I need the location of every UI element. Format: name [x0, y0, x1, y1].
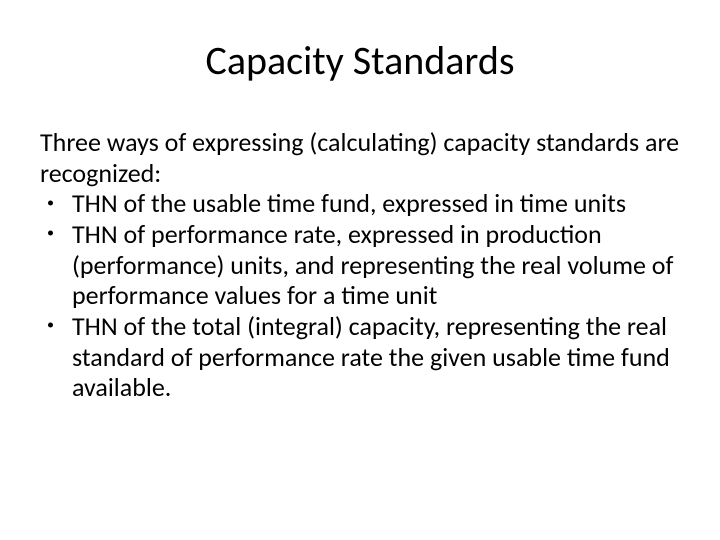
bullet-icon [48, 323, 53, 328]
slide-title: Capacity Standards [36, 36, 684, 85]
list-item-text: THN of performance rate, expressed in pr… [72, 218, 673, 311]
list-item: THN of the usable time fund, expressed i… [40, 188, 680, 219]
bullet-icon [48, 200, 53, 205]
intro-text: Three ways of expressing (calculating) c… [40, 127, 680, 188]
bullet-icon [48, 231, 53, 236]
bullet-list: THN of the usable time fund, expressed i… [40, 188, 680, 403]
list-item-text: THN of the usable time fund, expressed i… [72, 187, 626, 219]
list-item-text: THN of the total (integral) capacity, re… [72, 310, 670, 403]
slide-body: Three ways of expressing (calculating) c… [36, 127, 684, 403]
list-item: THN of performance rate, expressed in pr… [40, 219, 680, 311]
slide: Capacity Standards Three ways of express… [0, 0, 720, 540]
list-item: THN of the total (integral) capacity, re… [40, 311, 680, 403]
